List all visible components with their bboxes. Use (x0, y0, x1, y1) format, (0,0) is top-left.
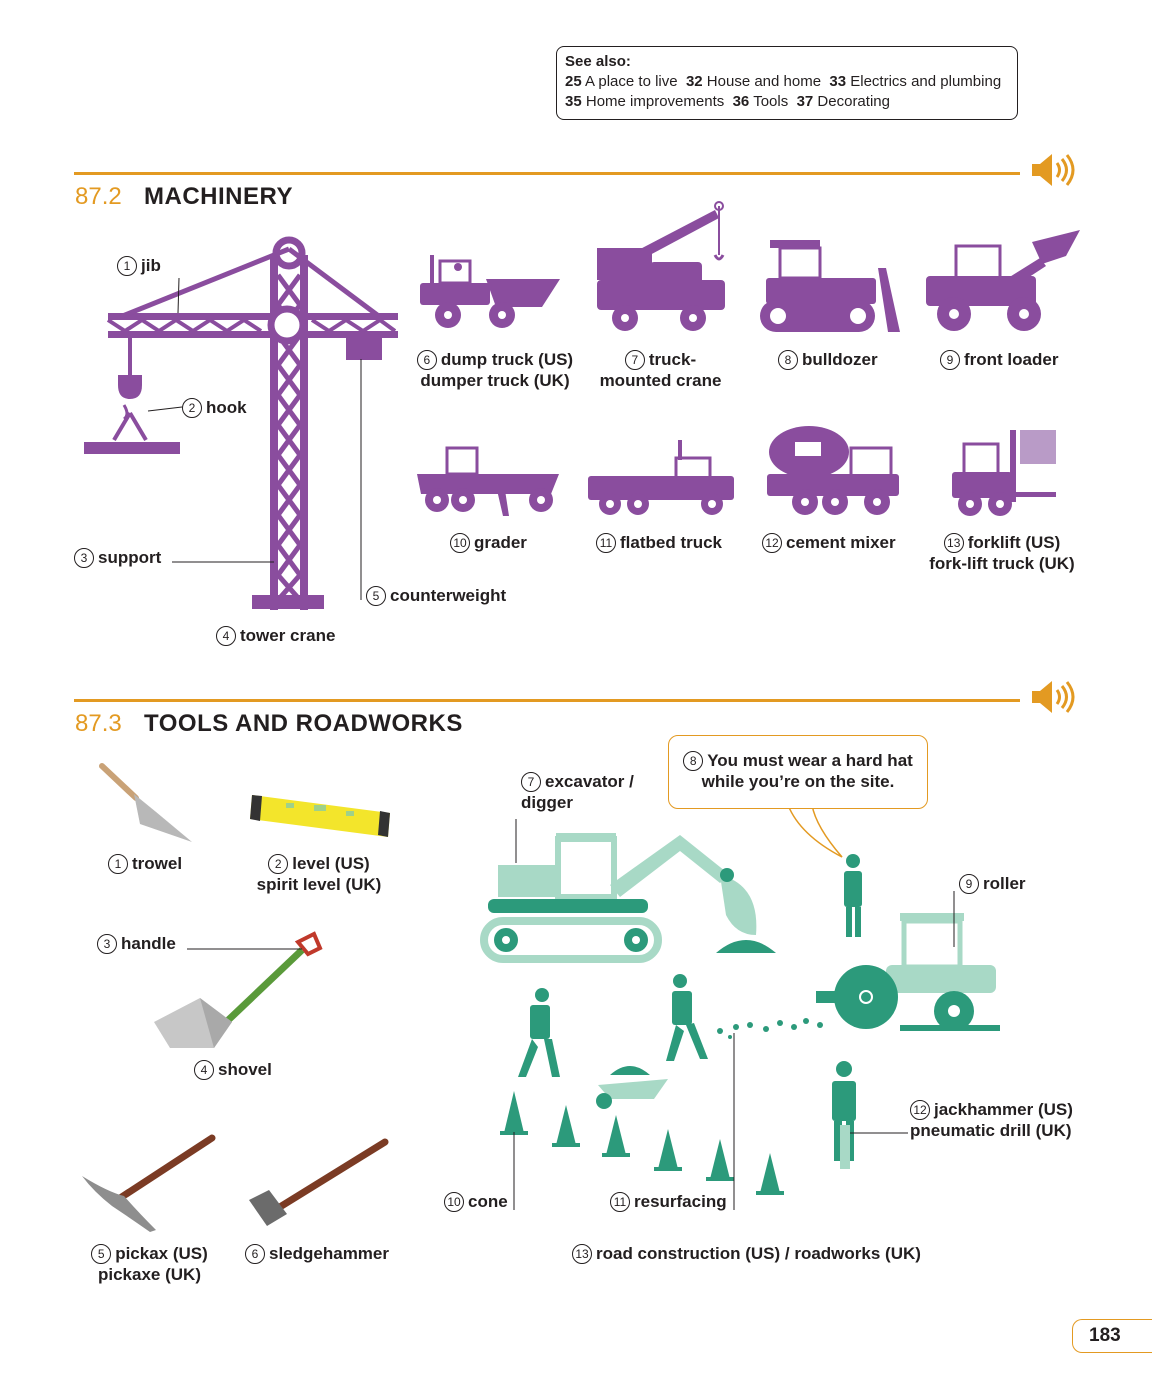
see-also-ref-text[interactable]: House and home (706, 73, 822, 90)
label-jib: 1 jib (117, 255, 161, 276)
bulldozer-illustration (760, 240, 900, 332)
label-front-loader: 9 front loader (940, 349, 1058, 370)
label-roller: 9 roller (959, 873, 1026, 894)
see-also-ref-text[interactable]: Electrics and plumbing (850, 73, 1002, 90)
truck-crane-illustration (597, 201, 725, 331)
speaker-icon[interactable] (1030, 677, 1076, 717)
see-also-line-2: 35 Home improvements 36 Tools 37 Decorat… (565, 92, 1009, 112)
trowel-illustration (99, 763, 192, 842)
see-also-ref-text[interactable]: A place to live (585, 73, 678, 90)
pickax-illustration (82, 1134, 216, 1232)
see-also-ref-text[interactable]: Home improvements (585, 93, 725, 110)
see-also-heading: See also: (565, 53, 631, 70)
bubble-text-line-2: while you’re on the site. (701, 772, 895, 791)
see-also-ref-text[interactable]: Decorating (817, 93, 890, 110)
label-road-construction: 13 road construction (US) / roadworks (UK… (572, 1243, 921, 1264)
cones-illustration (500, 1091, 784, 1195)
label-cement-mixer: 12 cement mixer (762, 532, 896, 553)
forklift-illustration (952, 430, 1056, 516)
see-also-ref-num[interactable]: 37 (796, 93, 814, 110)
front-loader-illustration (926, 230, 1080, 331)
page-number: 183 (1072, 1319, 1152, 1353)
see-also-ref-num[interactable]: 32 (685, 73, 703, 90)
label-dump-truck: 6 dump truck (US) dumper truck (UK) (415, 349, 575, 391)
label-truck-crane: 7 truck-mounted crane (599, 350, 722, 390)
workers-illustration (518, 974, 708, 1109)
see-also-ref-num[interactable]: 36 (732, 93, 750, 110)
see-also-ref-num[interactable]: 33 (829, 73, 847, 90)
see-also-ref-num[interactable]: 25 (565, 73, 582, 90)
cement-mixer-illustration (767, 426, 899, 515)
label-sledgehammer: 6 sledgehammer (245, 1243, 389, 1264)
label-pickax: 5 pickax (US) pickaxe (UK) (82, 1243, 217, 1285)
label-flatbed-truck: 11 flatbed truck (596, 532, 722, 553)
section-title: MACHINERY (144, 183, 293, 210)
sledgehammer-illustration (249, 1138, 389, 1226)
roadworks-scene-illustration (480, 819, 1000, 1210)
label-forklift: 13 forklift (US) fork-lift truck (UK) (929, 533, 1075, 573)
label-resurfacing: 11 resurfacing (610, 1191, 727, 1212)
section-divider (74, 699, 1020, 702)
label-counterweight: 5 counterweight (366, 585, 506, 606)
section-title: TOOLS AND ROADWORKS (144, 710, 463, 737)
shovel-illustration (154, 931, 323, 1048)
roller-illustration (816, 913, 1000, 1031)
level-illustration (250, 795, 390, 837)
label-bulldozer: 8 bulldozer (778, 349, 878, 370)
section-divider (74, 172, 1020, 175)
label-jackhammer: 12 jackhammer (US) pneumatic drill (UK) (910, 1100, 1073, 1140)
bubble-text-line-1: You must wear a hard hat (707, 751, 913, 770)
section-number: 87.2 (75, 183, 122, 210)
worker-illustration (844, 854, 862, 937)
label-handle: 3 handle (97, 933, 176, 954)
label-tower-crane: 4 tower crane (216, 625, 335, 646)
see-also-ref-num[interactable]: 35 (565, 93, 582, 110)
label-excavator: 7 excavator / digger (521, 772, 634, 812)
excavator-illustration (480, 833, 776, 963)
grader-illustration (417, 446, 559, 516)
see-also-line-1: 25 A place to live 32 House and home 33 … (565, 72, 1009, 92)
label-level: 2 level (US) spirit level (UK) (256, 854, 382, 894)
jackhammer-worker-illustration (832, 1061, 856, 1169)
label-hook: 2 hook (182, 397, 247, 418)
speech-bubble-tail (787, 804, 843, 858)
dump-truck-illustration (420, 255, 560, 328)
section-number: 87.3 (75, 710, 122, 737)
label-support: 3 support (74, 547, 161, 568)
speech-bubble: 8 You must wear a hard hat while you’re o… (668, 735, 928, 809)
speaker-icon[interactable] (1030, 150, 1076, 190)
label-cone: 10 cone (444, 1191, 508, 1212)
see-also-box: See also: 25 A place to live 32 House an… (556, 46, 1018, 120)
see-also-ref-text[interactable]: Tools (753, 93, 789, 110)
flatbed-truck-illustration (588, 440, 734, 515)
label-trowel: 1 trowel (108, 853, 182, 874)
tower-crane-illustration (84, 236, 398, 610)
label-shovel: 4 shovel (194, 1059, 272, 1080)
label-grader: 10 grader (450, 532, 527, 553)
